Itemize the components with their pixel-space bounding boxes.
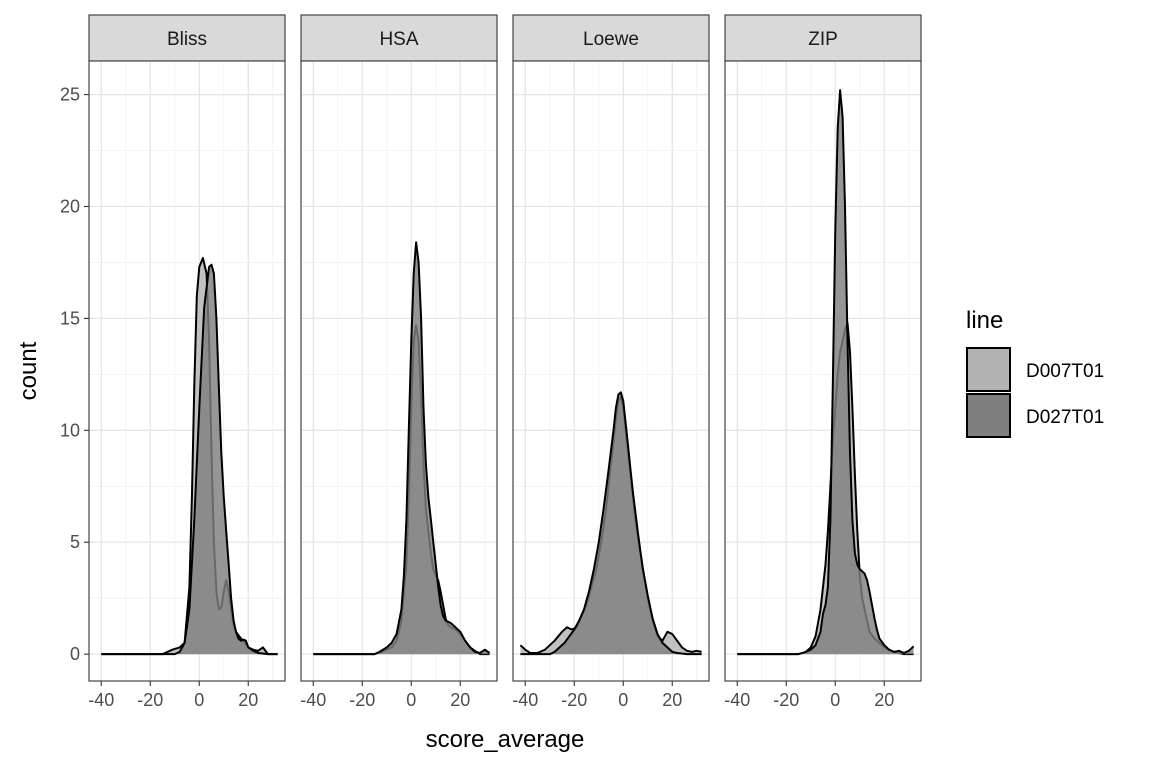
x-tick-label: 0	[194, 690, 204, 710]
strip-label: Bliss	[167, 29, 207, 50]
facet-panel-loewe: Loewe -40 -20 0 20	[512, 14, 710, 710]
x-tick-label: 20	[662, 690, 682, 710]
x-tick-label: 20	[450, 690, 470, 710]
density-line-d027t01	[737, 89, 915, 656]
panel-border	[300, 60, 498, 682]
panel-background	[725, 61, 921, 681]
x-tick-label: 20	[874, 690, 894, 710]
x-tick-label: 0	[618, 690, 628, 710]
x-tick-label: 20	[238, 690, 258, 710]
facet-panel-bliss: Bliss -40 -20 0 20	[88, 14, 286, 710]
facet-panel-zip: ZIP -40 -20 0 20	[724, 14, 922, 710]
density-line-d027t01	[101, 263, 278, 656]
x-tick-label: 0	[406, 690, 416, 710]
facet-panel-hsa: HSA -40 -20 0 20	[300, 14, 498, 710]
x-tick-label: -40	[88, 690, 114, 710]
y-tick-label: 20	[60, 196, 80, 216]
x-tick-label: -20	[349, 690, 375, 710]
strip-label: ZIP	[808, 29, 838, 50]
x-tick-label: -40	[724, 690, 750, 710]
x-tick-label: -40	[512, 690, 538, 710]
density-line-d027t01	[313, 241, 491, 656]
legend-key-d007t01	[966, 347, 1011, 392]
density-line-d027t01	[520, 391, 702, 656]
strip-background	[512, 14, 710, 62]
y-tick-label: 0	[70, 644, 80, 664]
panel-background	[301, 61, 497, 681]
legend: line D007T01 D027T01	[966, 307, 1104, 438]
y-tick-label: 25	[60, 85, 80, 105]
x-tick-label: -20	[137, 690, 163, 710]
strip-background	[300, 14, 498, 62]
strip-background	[724, 14, 922, 62]
x-axis-title: score_average	[426, 726, 585, 753]
legend-label: D007T01	[1026, 361, 1104, 382]
panel-background	[89, 61, 285, 681]
y-tick-label: 5	[70, 532, 80, 552]
y-axis-title: count	[15, 341, 42, 400]
panel-border	[724, 60, 922, 682]
legend-label: D027T01	[1026, 407, 1104, 428]
density-fill-d007t01	[737, 322, 914, 655]
panel-border	[512, 60, 710, 682]
x-tick-label: -20	[561, 690, 587, 710]
density-fill-d027t01	[520, 392, 702, 655]
panel-border	[88, 60, 286, 682]
y-tick-label: 10	[60, 420, 80, 440]
legend-title: line	[966, 307, 1003, 334]
x-tick-label: -20	[773, 690, 799, 710]
y-tick-label: 15	[60, 308, 80, 328]
strip-label: Loewe	[583, 29, 639, 50]
x-tick-label: 0	[830, 690, 840, 710]
strip-background	[88, 14, 286, 62]
legend-key-d027t01	[966, 393, 1011, 438]
strip-label: HSA	[379, 29, 418, 50]
x-tick-label: -40	[300, 690, 326, 710]
